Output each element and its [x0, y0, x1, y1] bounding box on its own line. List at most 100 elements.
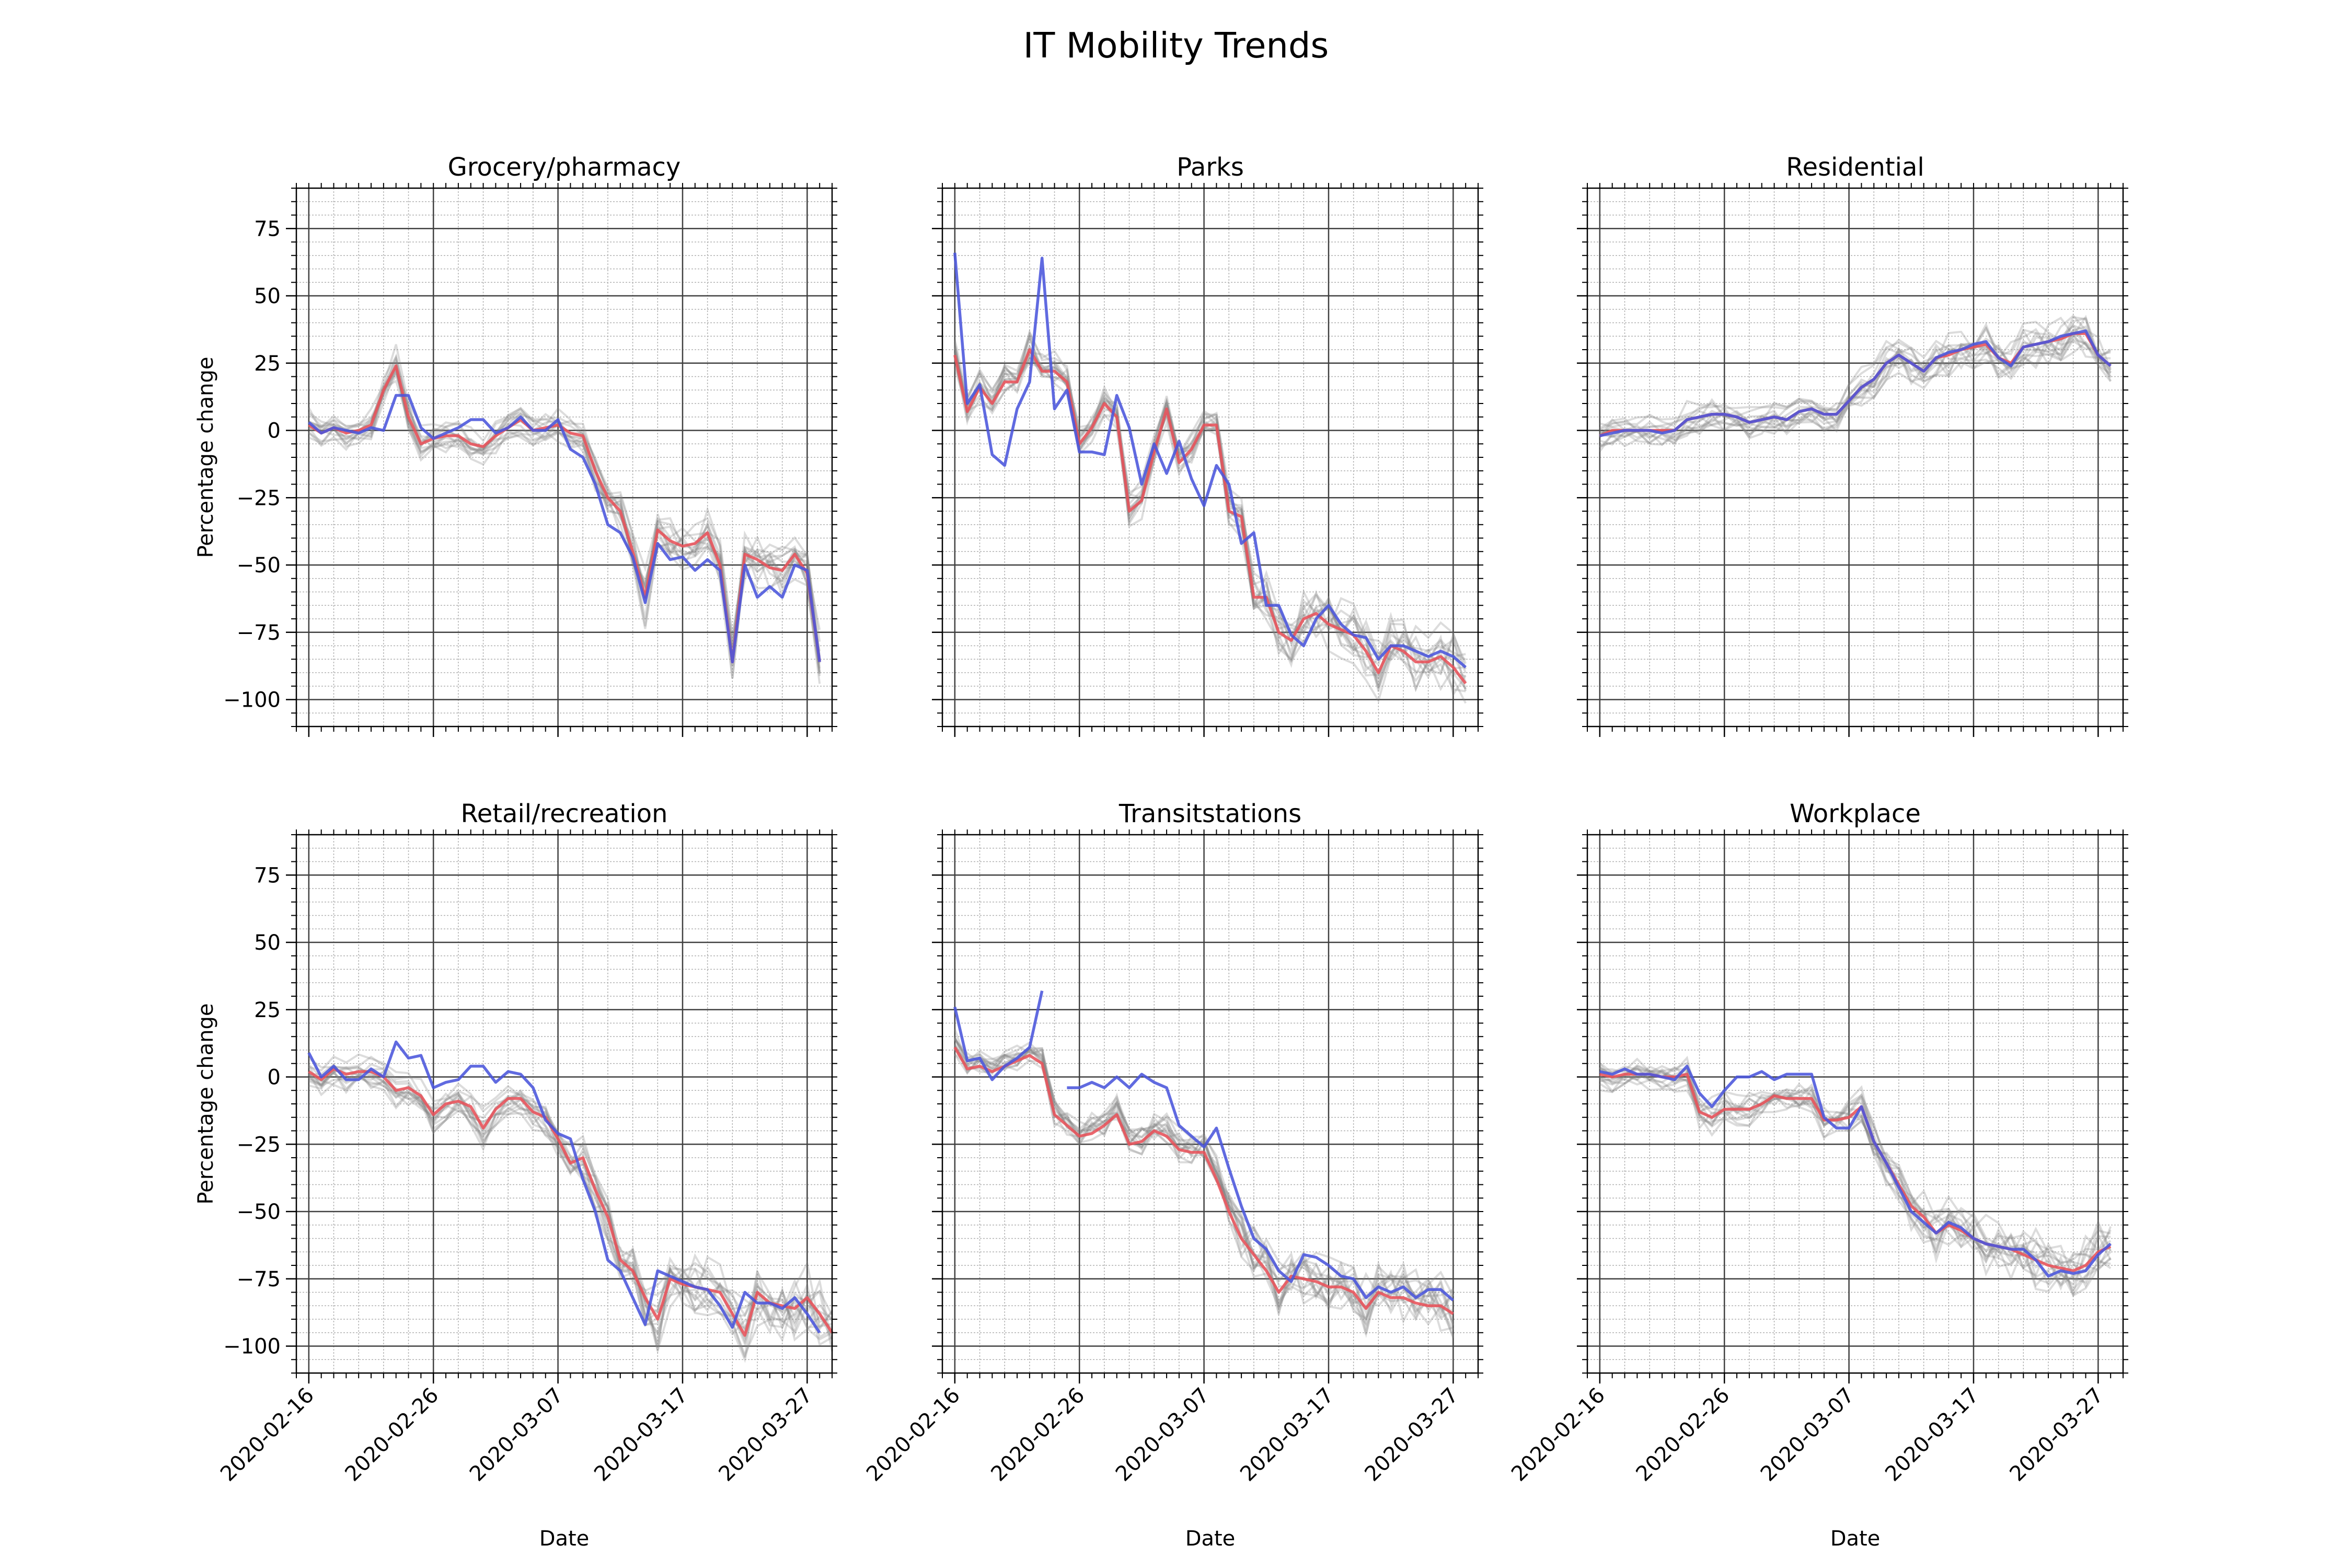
region-trace-line: [308, 365, 821, 684]
region-trace-line: [953, 346, 1466, 693]
x-tick-label: 2020-03-07: [1111, 1383, 1214, 1486]
x-tick-label: 2020-03-07: [1756, 1383, 1859, 1486]
region-trace-line: [308, 344, 821, 669]
x-tick-label: 2020-02-16: [1507, 1383, 1610, 1486]
region-traces: [953, 1028, 1455, 1339]
subplot-title: Residential: [1786, 153, 1924, 182]
region-trace-line: [308, 1069, 833, 1346]
y-axis-label: Percentage change: [194, 357, 218, 558]
region-trace-line: [1599, 334, 2112, 448]
y-tick-label: 50: [254, 284, 281, 308]
region-trace-line: [1599, 341, 2112, 448]
y-tick-label: −100: [223, 688, 281, 712]
y-tick-label: −25: [237, 486, 281, 510]
series-line-1: [953, 348, 1467, 685]
region-trace-line: [1599, 317, 2112, 432]
region-traces: [308, 1053, 833, 1363]
region-trace-line: [953, 330, 1467, 670]
y-tick-label: −100: [223, 1335, 281, 1359]
region-trace-line: [953, 347, 1467, 679]
x-tick-label: 2020-03-07: [465, 1383, 568, 1486]
subplot-title: Grocery/pharmacy: [448, 153, 681, 182]
x-tick-label: 2020-03-27: [2005, 1383, 2108, 1486]
y-axis-label: Percentage change: [194, 1004, 218, 1205]
region-trace-line: [1599, 314, 2112, 431]
region-trace-line: [1599, 331, 2112, 444]
series-line-1: [1599, 1073, 2112, 1273]
series-line-2: [953, 990, 1455, 1301]
region-trace-line: [1599, 336, 2112, 453]
region-trace-line: [954, 1045, 1455, 1324]
region-trace-line: [953, 329, 1467, 689]
subplot-title: Retail/recreation: [461, 799, 668, 828]
x-axis-label: Date: [539, 1527, 590, 1551]
region-trace-line: [308, 1069, 833, 1358]
subplot-3: Residential: [1577, 153, 2128, 737]
series-line-1: [953, 1046, 1454, 1316]
subplot-6: 2020-02-16 2020-02-26 2020-03-07 2020-03-17…: [1507, 799, 2128, 1551]
y-tick-label: −50: [237, 554, 281, 578]
region-trace-line: [308, 370, 821, 661]
region-trace-line: [1599, 331, 2112, 447]
y-tick-label: 25: [254, 352, 281, 376]
y-tick-label: −50: [237, 1200, 281, 1224]
y-tick-label: 0: [268, 1066, 281, 1090]
region-trace-line: [1599, 1069, 2112, 1289]
subplot-2: Parks: [932, 153, 1483, 737]
x-tick-label: 2020-03-17: [590, 1383, 693, 1486]
subplot-4: 75 50 25 0 −25 −50 −75 −100 2020-02-16 2020-02-26…: [194, 799, 837, 1551]
y-tick-label: 50: [254, 931, 281, 955]
region-trace-line: [1599, 320, 2112, 428]
subplot-title: Transitstations: [1119, 799, 1301, 828]
y-tick-label: −75: [237, 621, 281, 645]
x-tick-label: 2020-03-27: [1360, 1383, 1463, 1486]
x-tick-label: 2020-03-17: [1881, 1383, 1984, 1486]
y-tick-label: 0: [268, 419, 281, 443]
y-tick-label: 75: [254, 863, 281, 887]
series-line-2: [308, 394, 821, 664]
y-tick-label: −25: [237, 1133, 281, 1157]
region-trace-line: [308, 354, 821, 659]
x-axis-label: Date: [1185, 1527, 1236, 1551]
region-trace-line: [308, 363, 821, 674]
region-trace-line: [308, 1064, 833, 1335]
region-trace-line: [1599, 1066, 2111, 1297]
y-tick-label: 75: [254, 217, 281, 241]
subplot-title: Parks: [1177, 153, 1244, 182]
region-trace-line: [954, 1047, 1454, 1320]
y-tick-label: −75: [237, 1267, 281, 1292]
x-axis-label: Date: [1830, 1527, 1881, 1551]
region-trace-line: [308, 370, 821, 664]
region-trace-line: [308, 1063, 833, 1343]
region-trace-line: [1599, 315, 2111, 439]
x-tick-label: 2020-03-27: [714, 1383, 817, 1486]
region-trace-line: [953, 1043, 1454, 1335]
x-tick-label: 2020-02-16: [862, 1383, 965, 1486]
figure-title: IT Mobility Trends: [1023, 25, 1329, 66]
region-trace-line: [953, 344, 1467, 675]
region-trace-line: [1599, 1065, 2112, 1284]
series-line-2: [1599, 1065, 2112, 1278]
region-trace-line: [954, 1045, 1455, 1337]
y-tick-label: 25: [254, 998, 281, 1022]
series-line-2: [1599, 329, 2112, 437]
series-line-1: [308, 1067, 834, 1337]
region-trace-line: [308, 1053, 833, 1330]
region-trace-line: [953, 332, 1467, 691]
series-line-1: [308, 364, 821, 664]
x-tick-label: 2020-02-26: [340, 1383, 443, 1486]
region-trace-line: [308, 1075, 833, 1363]
region-trace-line: [1599, 336, 2112, 440]
region-trace-line: [308, 359, 821, 664]
x-tick-label: 2020-02-26: [1631, 1383, 1734, 1486]
region-trace-line: [1599, 1055, 2112, 1281]
x-tick-label: 2020-02-16: [216, 1383, 319, 1486]
subplot-5: 2020-02-16 2020-02-26 2020-03-07 2020-03-17…: [862, 799, 1483, 1551]
region-trace-line: [308, 1063, 833, 1332]
series-line-2: [307, 1040, 821, 1334]
region-trace-line: [1599, 328, 2111, 439]
region-trace-line: [308, 1071, 833, 1341]
region-trace-line: [308, 356, 821, 639]
